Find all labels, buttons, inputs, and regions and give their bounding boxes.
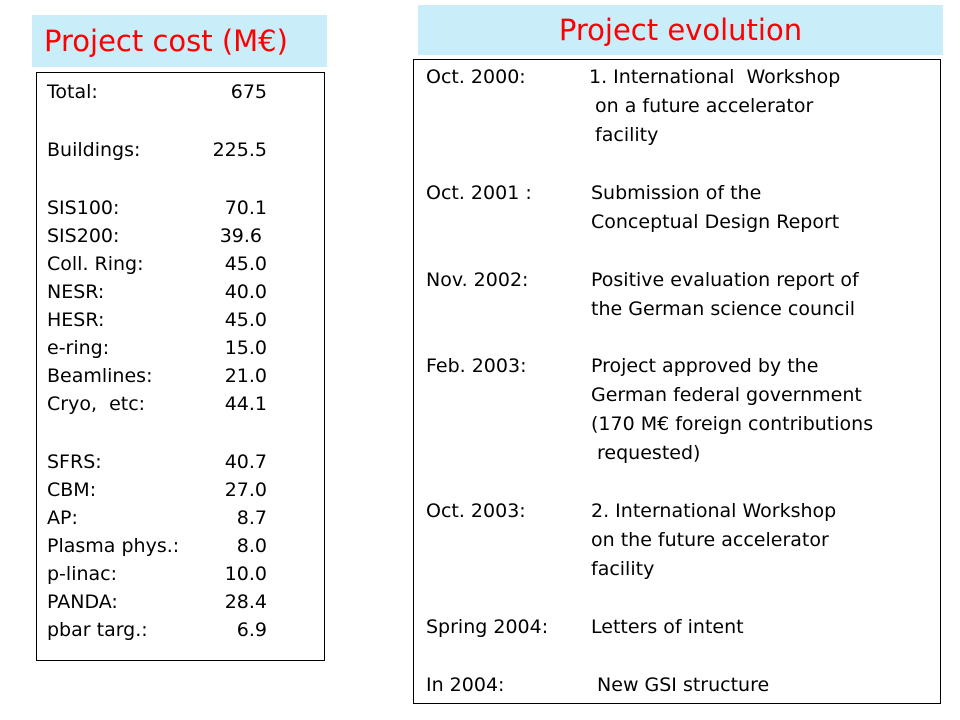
evolution-description-line: on a future accelerator bbox=[589, 95, 814, 117]
cost-row: Coll. Ring: 45.0 bbox=[47, 251, 317, 277]
evolution-description-line: (170 M€ foreign contributions bbox=[591, 413, 874, 435]
evolution-description-line: German federal government bbox=[591, 384, 862, 406]
cost-item-label: Coll. Ring: bbox=[47, 253, 144, 275]
cost-item-label: PANDA: bbox=[47, 591, 118, 613]
evolution-description-line: on the future accelerator bbox=[591, 529, 829, 551]
cost-item-label: NESR: bbox=[47, 281, 105, 303]
cost-row: Beamlines: 21.0 bbox=[47, 363, 317, 389]
cost-row: e-ring: 15.0 bbox=[47, 335, 317, 361]
cost-item-label: HESR: bbox=[47, 309, 105, 331]
cost-item-label: e-ring: bbox=[47, 337, 110, 359]
cost-item-value: 28.4 bbox=[224, 591, 267, 613]
evolution-date: In 2004: bbox=[426, 674, 505, 696]
cost-title-text: Project cost (M€) bbox=[44, 23, 288, 58]
cost-row: Cryo, etc: 44.1 bbox=[47, 391, 317, 417]
evolution-date: Spring 2004: bbox=[426, 616, 549, 638]
cost-row: PANDA: 28.4 bbox=[47, 589, 317, 615]
cost-item-label: Cryo, etc: bbox=[47, 393, 146, 415]
cost-item-value: 21.0 bbox=[224, 365, 267, 387]
cost-item-label: Beamlines: bbox=[47, 365, 153, 387]
evolution-date: Oct. 2000: bbox=[426, 66, 526, 88]
cost-item-value: 39.6 bbox=[219, 225, 262, 247]
cost-table: Total: 675 Buildings: 225.5 SIS100: 70.1 SIS20… bbox=[36, 72, 325, 661]
evolution-date: Feb. 2003: bbox=[426, 355, 527, 377]
cost-row: NESR: 40.0 bbox=[47, 279, 317, 305]
evolution-date: Oct. 2003: bbox=[426, 500, 526, 522]
evolution-description-line: 2. International Workshop bbox=[591, 500, 837, 522]
cost-item-label: Total: bbox=[47, 81, 98, 103]
evolution-title: Project evolution bbox=[418, 5, 943, 55]
cost-item-value: 675 bbox=[230, 81, 267, 103]
cost-item-label: Buildings: bbox=[47, 139, 141, 161]
cost-row: SFRS: 40.7 bbox=[47, 449, 317, 475]
evolution-description-line: requested) bbox=[591, 442, 701, 464]
cost-item-value: 6.9 bbox=[236, 619, 267, 641]
cost-row: Buildings: 225.5 bbox=[47, 137, 317, 163]
cost-item-label: p-linac: bbox=[47, 563, 118, 585]
cost-row: SIS200: 39.6 bbox=[47, 223, 317, 249]
evolution-timeline: Oct. 2000: 1. International Workshop on a… bbox=[413, 59, 941, 704]
cost-item-label: AP: bbox=[47, 507, 78, 529]
evolution-description-line: New GSI structure bbox=[591, 674, 770, 696]
cost-item-value: 44.1 bbox=[224, 393, 267, 415]
cost-item-value: 15.0 bbox=[224, 337, 267, 359]
evolution-description-line: Project approved by the bbox=[591, 355, 819, 377]
cost-item-label: SFRS: bbox=[47, 451, 102, 473]
cost-row: p-linac: 10.0 bbox=[47, 561, 317, 587]
cost-item-value: 45.0 bbox=[224, 253, 267, 275]
evolution-date: Oct. 2001 : bbox=[426, 182, 532, 204]
cost-item-value: 70.1 bbox=[224, 197, 267, 219]
cost-item-label: SIS200: bbox=[47, 225, 120, 247]
cost-item-label: pbar targ.: bbox=[47, 619, 148, 641]
evolution-description-line: Letters of intent bbox=[591, 616, 744, 638]
cost-title: Project cost (M€) bbox=[32, 15, 327, 67]
evolution-description-line: facility bbox=[591, 558, 655, 580]
cost-item-value: 45.0 bbox=[224, 309, 267, 331]
cost-item-value: 10.0 bbox=[224, 563, 267, 585]
cost-row: Total: 675 bbox=[47, 79, 317, 105]
evolution-title-text: Project evolution bbox=[558, 12, 803, 47]
cost-row: HESR: 45.0 bbox=[47, 307, 317, 333]
evolution-description-line: Submission of the bbox=[591, 182, 762, 204]
cost-row: CBM: 27.0 bbox=[47, 477, 317, 503]
evolution-date: Nov. 2002: bbox=[426, 269, 529, 291]
evolution-description-line: Conceptual Design Report bbox=[591, 211, 840, 233]
cost-row: pbar targ.: 6.9 bbox=[47, 617, 317, 643]
evolution-description-line: the German science council bbox=[591, 298, 856, 320]
cost-item-value: 27.0 bbox=[224, 479, 267, 501]
cost-item-value: 40.7 bbox=[224, 451, 267, 473]
cost-row: Plasma phys.: 8.0 bbox=[47, 533, 317, 559]
cost-row: AP: 8.7 bbox=[47, 505, 317, 531]
cost-item-label: CBM: bbox=[47, 479, 97, 501]
cost-item-value: 8.7 bbox=[236, 507, 267, 529]
evolution-description-line: facility bbox=[589, 124, 659, 146]
cost-item-label: SIS100: bbox=[47, 197, 120, 219]
evolution-description-line: 1. International Workshop bbox=[589, 66, 841, 88]
cost-row: SIS100: 70.1 bbox=[47, 195, 317, 221]
evolution-description-line: Positive evaluation report of bbox=[591, 269, 859, 291]
cost-item-label: Plasma phys.: bbox=[47, 535, 180, 557]
cost-item-value: 8.0 bbox=[236, 535, 267, 557]
cost-item-value: 225.5 bbox=[212, 139, 267, 161]
cost-item-value: 40.0 bbox=[224, 281, 267, 303]
